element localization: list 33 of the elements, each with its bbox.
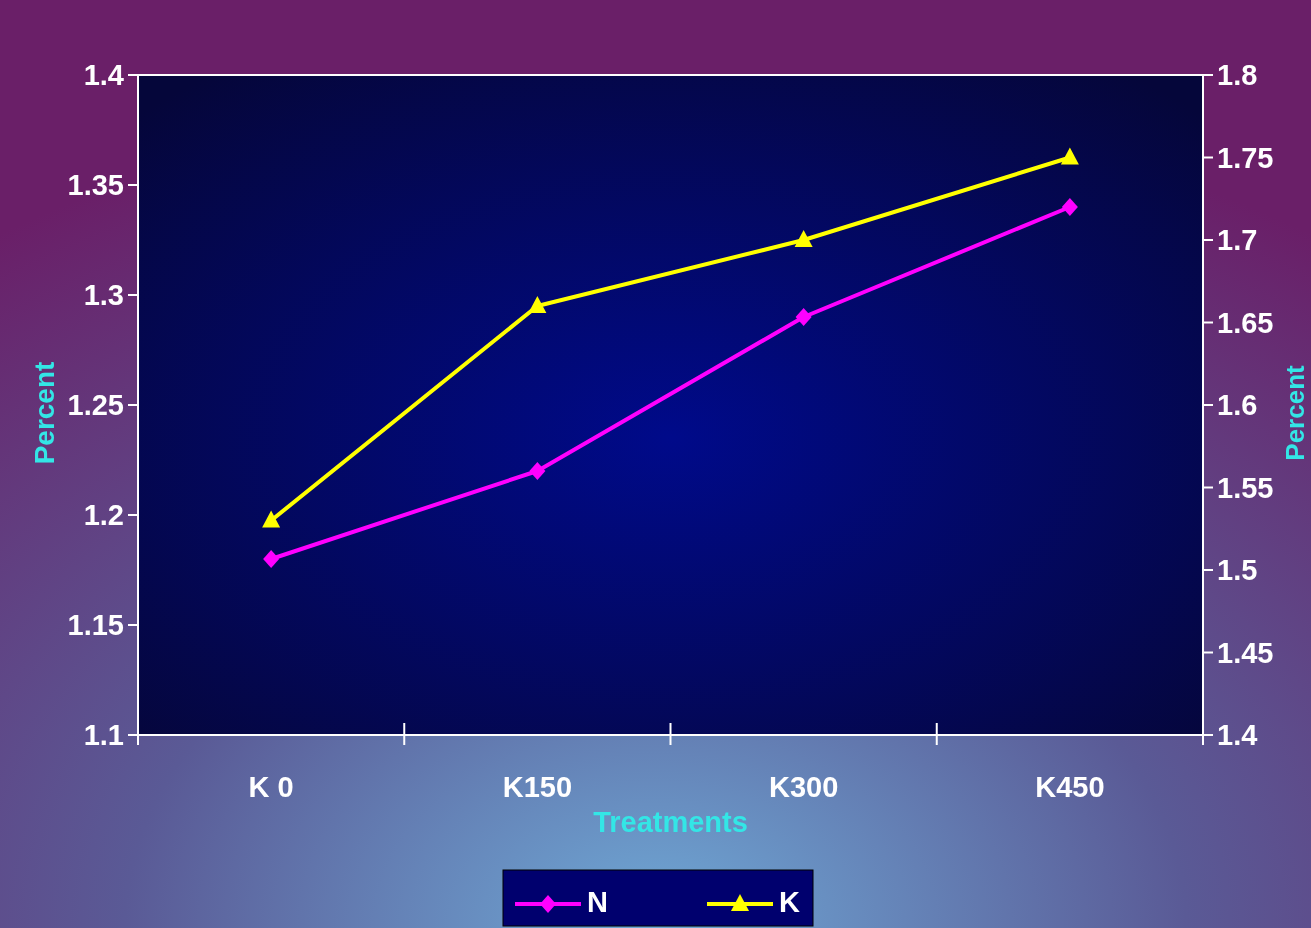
y2-tick-label: 1.6 [1217, 389, 1258, 421]
y-tick-label: 1.3 [83, 279, 124, 311]
y2-tick-label: 1.5 [1217, 554, 1258, 586]
y-tick-label: 1.15 [67, 609, 124, 641]
y2-tick-label: 1.65 [1217, 306, 1274, 339]
y2-tick-label: 1.45 [1217, 636, 1274, 669]
y-tick-label: 1.2 [83, 499, 124, 531]
y-tick-label: 1.4 [83, 59, 124, 91]
y2-tick-label: 1.7 [1217, 224, 1258, 256]
y2-tick-label: 1.8 [1217, 59, 1258, 91]
y2-tick-label: 1.55 [1217, 471, 1274, 504]
y2-tick-label: 1.75 [1217, 141, 1274, 174]
x-tick-label: K150 [502, 771, 573, 803]
point [794, 230, 813, 247]
x-tick-label: K 0 [248, 771, 294, 803]
y2-tick-label: 1.4 [1217, 719, 1258, 751]
y-axis-title: Percent [28, 361, 60, 465]
point [262, 510, 281, 528]
x-axis-title: Treatments [593, 806, 748, 838]
y-tick-label: 1.25 [67, 389, 124, 421]
y-tick-label: 1.1 [83, 719, 124, 751]
y2-axis-title: Percent [1280, 364, 1310, 461]
point [1061, 198, 1078, 216]
point [263, 550, 280, 568]
point [1060, 147, 1079, 165]
legend-label: N [587, 886, 608, 918]
point [795, 308, 812, 326]
point [529, 462, 546, 480]
x-tick-label: K300 [768, 771, 839, 803]
point [528, 296, 547, 313]
x-tick-label: K450 [1035, 771, 1105, 803]
legend-label: K [779, 886, 800, 918]
y-tick-label: 1.35 [67, 169, 124, 201]
